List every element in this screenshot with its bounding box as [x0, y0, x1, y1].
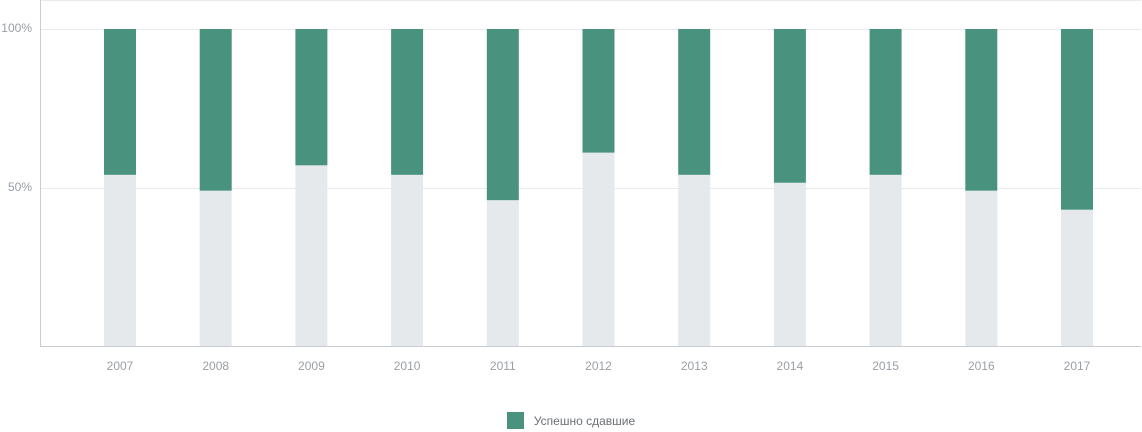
x-tick-label-2007: 2007	[107, 359, 134, 373]
bar-segment-passed-2014	[773, 29, 806, 183]
bar-segment-rest-2013	[678, 174, 711, 346]
bar-segment-rest-2014	[773, 182, 806, 346]
bar-segment-rest-2016	[965, 190, 998, 346]
x-tick-label-2011: 2011	[490, 359, 516, 373]
bar-segment-passed-2016	[965, 29, 998, 191]
x-tick-label-2008: 2008	[202, 359, 229, 373]
bar-segment-rest-2011	[486, 200, 519, 346]
bar-segment-rest-2015	[869, 174, 902, 346]
bar-segment-rest-2012	[582, 152, 615, 346]
legend: Успешно сдавшие	[0, 412, 1142, 429]
y-tick-label-100: 100%	[1, 21, 32, 35]
y-tick-label-50: 50%	[8, 180, 32, 194]
bars-layer	[104, 29, 1093, 346]
x-tick-label-2015: 2015	[872, 359, 899, 373]
bar-segment-rest-2009	[295, 165, 328, 346]
bar-segment-passed-2007	[104, 29, 136, 175]
x-tick-label-2017: 2017	[1064, 359, 1091, 373]
legend-label: Успешно сдавшие	[533, 413, 636, 428]
bar-segment-passed-2010	[391, 29, 424, 175]
x-tick-label-2016: 2016	[968, 359, 995, 373]
bar-segment-passed-2009	[295, 29, 328, 166]
bar-segment-passed-2012	[582, 29, 615, 153]
legend-swatch	[506, 412, 524, 429]
bar-segment-passed-2017	[1061, 29, 1093, 210]
x-tick-labels: 2007 2008 2009 2010 2011 2012 2013 2014 2015 2016…	[107, 359, 1091, 373]
x-tick-label-2010: 2010	[394, 359, 421, 373]
x-tick-label-2009: 2009	[298, 359, 325, 373]
axis-layer: 100% 50%	[1, 21, 32, 194]
bar-segment-rest-2017	[1061, 209, 1093, 346]
chart-canvas: 100% 50% 2007 2008 2009 2010 2011 2012 2013 201…	[1, 0, 1141, 373]
x-tick-label-2012: 2012	[585, 359, 612, 373]
bar-segment-rest-2007	[104, 174, 136, 346]
x-tick-label-2014: 2014	[777, 359, 804, 373]
bar-segment-rest-2008	[199, 190, 232, 346]
bar-segment-rest-2010	[391, 174, 424, 346]
bar-segment-passed-2013	[678, 29, 711, 175]
bar-segment-passed-2015	[869, 29, 902, 175]
bar-segment-passed-2008	[199, 29, 232, 191]
x-tick-label-2013: 2013	[681, 359, 708, 373]
bar-segment-passed-2011	[486, 29, 519, 201]
